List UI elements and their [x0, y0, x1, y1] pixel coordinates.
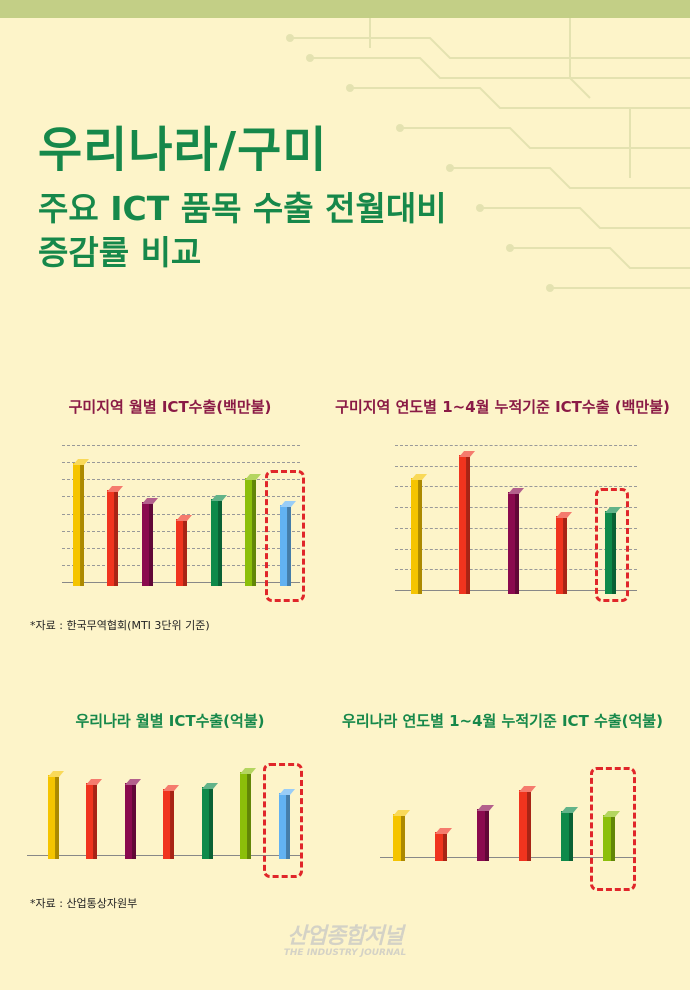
chart3-bar [240, 768, 257, 859]
source-note-korea: *자료 : 산업통상자원부 [30, 897, 138, 910]
chart1-bar [210, 494, 227, 586]
chart4-bar [561, 807, 579, 861]
chart1-bar [141, 497, 158, 586]
chart2-gridline [395, 527, 637, 529]
chart1-title: 구미지역 월별 ICT수출(백만불) [68, 398, 272, 416]
chart2-title: 구미지역 연도별 1~4월 누적기준 ICT수출 (백만불) [335, 398, 670, 416]
page-subtitle-line1: 주요 ICT 품목 수출 전월대비 [38, 189, 447, 228]
chart4-bar [477, 804, 495, 861]
chart4-bar [435, 827, 453, 861]
chart4-baseline [380, 857, 636, 858]
chart1-gridline [62, 513, 300, 515]
chart3-bar [201, 783, 218, 859]
chart4-title: 우리나라 연도별 1~4월 누적기준 ICT 수출(억불) [342, 712, 663, 730]
top-band [0, 0, 690, 18]
chart1-highlight-box [265, 470, 305, 602]
chart1-gridline [62, 445, 300, 446]
chart2-gridline [395, 445, 637, 446]
chart4-bar [519, 786, 537, 861]
chart1-gridline [62, 530, 300, 532]
chart1-gridline [62, 564, 300, 566]
chart2-baseline [395, 590, 637, 591]
chart2-gridline [395, 465, 637, 467]
page-title: 우리나라/구미 [38, 122, 328, 178]
chart1-gridline [62, 479, 300, 481]
chart3-bar [86, 779, 103, 859]
chart1-bar [176, 515, 193, 586]
chart1-gridline [62, 547, 300, 549]
page-subtitle-line2: 증감률 비교 [38, 233, 202, 272]
chart2-bar [410, 474, 427, 594]
chart2-gridline [395, 569, 637, 571]
chart2-highlight-box [595, 488, 629, 602]
chart2-gridline [395, 507, 637, 509]
chart3-bar [124, 778, 141, 859]
chart2-bar [604, 506, 621, 594]
chart2-gridline [395, 486, 637, 488]
chart2-bar [459, 451, 476, 594]
chart2-gridline [395, 548, 637, 550]
watermark-logo: 산업종합저널 THE INDUSTRY JOURNAL [283, 924, 407, 958]
circuit-decoration [286, 18, 690, 292]
chart4-bar [603, 811, 621, 861]
source-note-gumi: *자료 : 한국무역협회(MTI 3단위 기준) [30, 619, 210, 632]
chart1-bar [279, 501, 296, 586]
chart3-baseline [27, 855, 300, 856]
chart4-highlight-box [590, 767, 636, 891]
chart3-bar [47, 771, 64, 859]
chart1-baseline [62, 582, 300, 583]
chart2-bar [556, 511, 573, 594]
chart3-title: 우리나라 월별 ICT수출(억불) [75, 712, 265, 730]
chart1-bar [245, 474, 262, 586]
chart1-gridline [62, 462, 300, 464]
chart3-bar [163, 785, 180, 859]
chart3-bar [278, 788, 295, 859]
chart3-highlight-box [263, 763, 303, 878]
chart1-gridline [62, 496, 300, 498]
chart1-bar [107, 485, 124, 586]
chart1-bar [72, 458, 89, 586]
chart4-bar [393, 810, 411, 861]
chart2-bar [507, 487, 524, 594]
